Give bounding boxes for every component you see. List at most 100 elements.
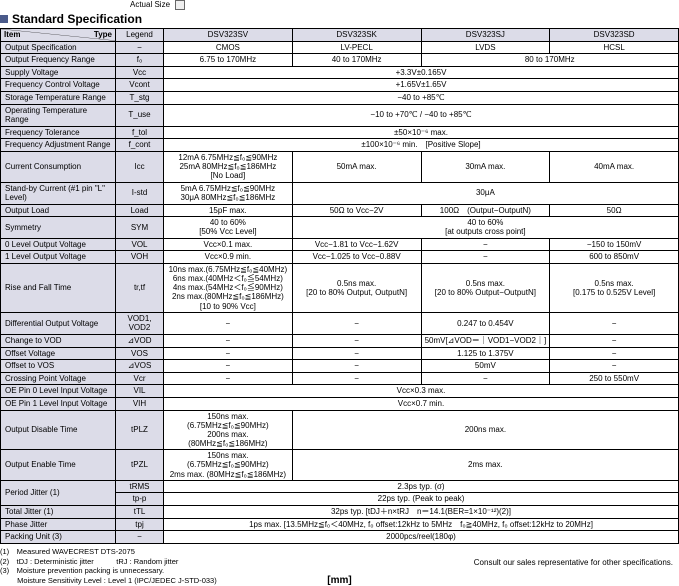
row-label: Packing Unit (3) xyxy=(1,531,116,544)
actual-size-box xyxy=(175,0,185,10)
table-row: Period Jitter (1)tRMS2.3ps typ. (σ) xyxy=(1,480,679,493)
value-cell: − xyxy=(164,334,293,347)
row-label: Frequency Control Voltage xyxy=(1,79,116,92)
table-row: OE Pin 1 Level Input VoltageVIHVcc×0.7 m… xyxy=(1,397,679,410)
legend-cell: ⊿VOD xyxy=(116,334,164,347)
value-cell: 32ps typ. [tDJ＋n×tRJ n＝14.1(BER=1×10⁻¹²)… xyxy=(164,506,679,519)
table-row: Packing Unit (3)−2000pcs/reel(180φ) xyxy=(1,531,679,544)
value-cell: 40 to 60%[50% Vcc Level] xyxy=(164,217,293,238)
header-col-1: DSV323SK xyxy=(292,29,421,42)
legend-cell: f_tol xyxy=(116,126,164,139)
table-row: Crossing Point VoltageVcr−−−250 to 550mV xyxy=(1,372,679,385)
table-row: Stand-by Current (#1 pin "L" Level)I-std… xyxy=(1,182,679,204)
value-cell: 250 to 550mV xyxy=(550,372,679,385)
legend-cell: − xyxy=(116,41,164,54)
section-title-bar: Standard Specification xyxy=(0,12,679,26)
value-cell: 50Ω to Vcc−2V xyxy=(292,204,421,217)
value-cell: −150 to 150mV xyxy=(550,238,679,251)
legend-cell: tRMS xyxy=(116,480,164,493)
value-cell: Vcc−1.81 to Vcc−1.62V xyxy=(292,238,421,251)
header-type: Type xyxy=(94,30,112,40)
row-label: Frequency Tolerance xyxy=(1,126,116,139)
value-cell: − xyxy=(164,360,293,373)
row-label: Storage Temperature Range xyxy=(1,91,116,104)
value-cell: 80 to 170MHz xyxy=(421,54,679,67)
value-cell: +3.3V±0.165V xyxy=(164,66,679,79)
row-label: Change to VOD xyxy=(1,334,116,347)
legend-cell: VOL xyxy=(116,238,164,251)
value-cell: 40 to 60%[at outputs cross point] xyxy=(292,217,678,238)
table-row: Total Jitter (1)tTL32ps typ. [tDJ＋n×tRJ … xyxy=(1,506,679,519)
header-item-type: Item Type xyxy=(1,29,116,42)
value-cell: ±100×10⁻⁶ min. [Positive Slope] xyxy=(164,139,679,152)
value-cell: HCSL xyxy=(550,41,679,54)
value-cell: Vcc×0.3 max. xyxy=(164,385,679,398)
table-row: Output Enable TimetPZL150ns max. (6.75MH… xyxy=(1,450,679,481)
legend-cell: VOD1, VOD2 xyxy=(116,312,164,334)
value-cell: ±50×10⁻⁶ max. xyxy=(164,126,679,139)
value-cell: 0.247 to 0.454V xyxy=(421,312,550,334)
table-row: Offset VoltageVOS−−1.125 to 1.375V− xyxy=(1,347,679,360)
value-cell: 6.75 to 170MHz xyxy=(164,54,293,67)
legend-cell: f₀ xyxy=(116,54,164,67)
row-label: Output Disable Time xyxy=(1,410,116,450)
row-label: Total Jitter (1) xyxy=(1,506,116,519)
value-cell: 50mA max. xyxy=(292,151,421,182)
value-cell: 0.5ns max.[20 to 80% Output, OutputN] xyxy=(292,263,421,312)
table-row: Frequency Control VoltageVcont+1.65V±1.6… xyxy=(1,79,679,92)
header-legend: Legend xyxy=(116,29,164,42)
row-label: 1 Level Output Voltage xyxy=(1,251,116,264)
title-square-icon xyxy=(0,15,8,23)
actual-size-label: Actual Size xyxy=(130,0,679,10)
legend-cell: I-std xyxy=(116,182,164,204)
value-cell: − xyxy=(292,372,421,385)
row-label: Rise and Fall Time xyxy=(1,263,116,312)
value-cell: 1ps max. [13.5MHz≦f₀＜40MHz, f₀ offset:12… xyxy=(164,518,679,531)
table-row: Operating Temperature RangeT_use−10 to +… xyxy=(1,104,679,126)
row-label: Supply Voltage xyxy=(1,66,116,79)
row-label: Stand-by Current (#1 pin "L" Level) xyxy=(1,182,116,204)
table-row: Current ConsumptionIcc12mA 6.75MHz≦f₀≦90… xyxy=(1,151,679,182)
value-cell: 150ns max. (6.75MHz≦f₀≦90MHz)2ms max. (8… xyxy=(164,450,293,481)
value-cell: 600 to 850mV xyxy=(550,251,679,264)
value-cell: Vcc×0.1 max. xyxy=(164,238,293,251)
table-row: Supply VoltageVcc+3.3V±0.165V xyxy=(1,66,679,79)
table-row: Frequency Adjustment Rangef_cont±100×10⁻… xyxy=(1,139,679,152)
table-row: Phase Jittertpj1ps max. [13.5MHz≦f₀＜40MH… xyxy=(1,518,679,531)
legend-cell: tp-p xyxy=(116,493,164,506)
table-row: Differential Output VoltageVOD1, VOD2−−0… xyxy=(1,312,679,334)
value-cell: 5mA 6.75MHz≦f₀≦90MHz30μA 80MHz≦f₀≦186MHz xyxy=(164,182,293,204)
legend-cell: SYM xyxy=(116,217,164,238)
row-label: Output Enable Time xyxy=(1,450,116,481)
legend-cell: Vcr xyxy=(116,372,164,385)
row-label: Offset Voltage xyxy=(1,347,116,360)
row-label: Output Specification xyxy=(1,41,116,54)
value-cell: − xyxy=(421,372,550,385)
value-cell: − xyxy=(292,312,421,334)
row-label: Phase Jitter xyxy=(1,518,116,531)
value-cell: 15pF max. xyxy=(164,204,293,217)
value-cell: 50mV[⊿VOD＝｜VOD1−VOD2｜] xyxy=(421,334,550,347)
row-label: Frequency Adjustment Range xyxy=(1,139,116,152)
table-row: 1 Level Output VoltageVOHVcc×0.9 min.Vcc… xyxy=(1,251,679,264)
legend-cell: tPZL xyxy=(116,450,164,481)
value-cell: − xyxy=(421,238,550,251)
table-row: Output Specification−CMOSLV-PECLLVDSHCSL xyxy=(1,41,679,54)
value-cell: − xyxy=(292,347,421,360)
legend-cell: Vcont xyxy=(116,79,164,92)
row-label: Symmetry xyxy=(1,217,116,238)
value-cell: 50mV xyxy=(421,360,550,373)
legend-cell: Load xyxy=(116,204,164,217)
value-cell: 2ms max. xyxy=(292,450,678,481)
value-cell: LV-PECL xyxy=(292,41,421,54)
legend-cell: VIH xyxy=(116,397,164,410)
table-row: Output LoadLoad15pF max.50Ω to Vcc−2V100… xyxy=(1,204,679,217)
value-cell: CMOS xyxy=(164,41,293,54)
value-cell: −40 to +85℃ xyxy=(164,91,679,104)
header-col-2: DSV323SJ xyxy=(421,29,550,42)
row-label: Crossing Point Voltage xyxy=(1,372,116,385)
header-item: Item xyxy=(4,30,20,40)
header-col-0: DSV323SV xyxy=(164,29,293,42)
table-header-row: Item Type Legend DSV323SV DSV323SK DSV32… xyxy=(1,29,679,42)
value-cell: Vcc−1.025 to Vcc−0.88V xyxy=(292,251,421,264)
